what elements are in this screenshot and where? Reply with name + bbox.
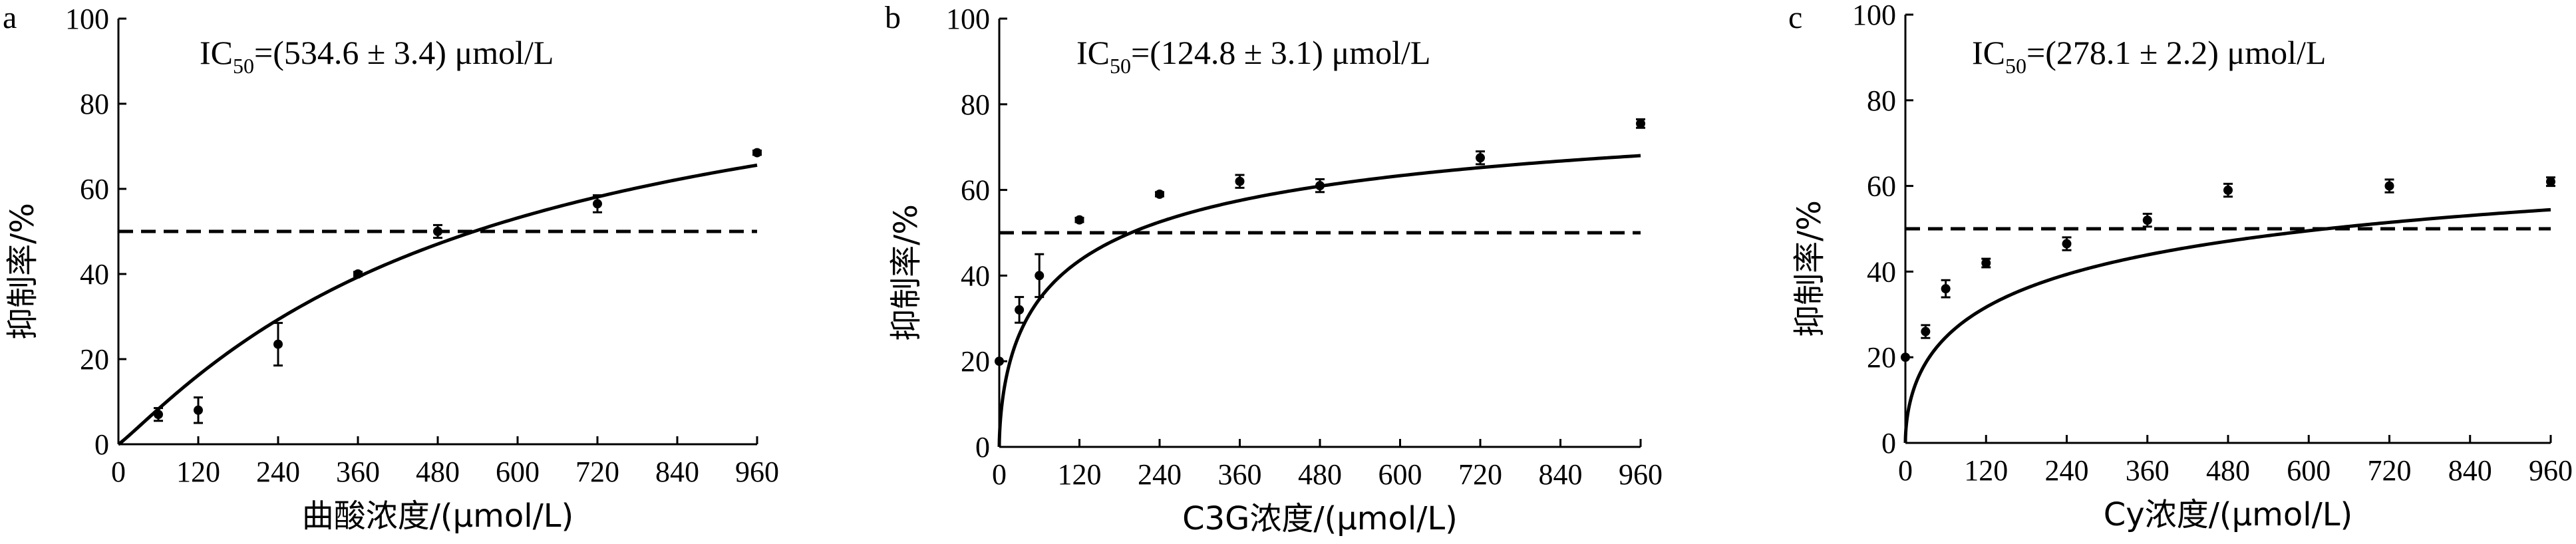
x-tick-label: 600 [2287,454,2331,487]
panel-letter: b [885,0,901,35]
y-tick-label: 20 [961,345,990,378]
y-tick-label: 20 [1867,341,1896,374]
y-tick-label: 80 [80,88,109,120]
x-tick-label: 960 [1619,458,1663,491]
data-point [1015,305,1025,315]
data-point [2546,177,2555,187]
x-tick-label: 720 [2368,454,2412,487]
y-tick-label: 40 [961,259,990,292]
x-tick-label: 600 [1378,458,1422,491]
y-tick-label: 0 [975,431,990,464]
ic50-subscript: 50 [233,54,254,78]
x-tick-label: 240 [256,456,300,488]
data-point [1315,181,1325,191]
x-tick-label: 840 [1539,458,1583,491]
data-point [2142,215,2152,225]
ic50-prefix: IC [200,34,233,71]
data-point [2223,186,2233,196]
x-axis-label: Cy浓度/(μmol/L) [2104,496,2352,533]
x-tick-label: 0 [1898,454,1913,487]
x-tick-label: 840 [655,456,699,488]
data-point [1074,215,1084,225]
y-tick-label: 20 [80,343,109,376]
data-point [353,269,363,279]
data-point [194,405,203,415]
y-tick-label: 0 [1881,427,1896,460]
ic50-subscript: 50 [1110,54,1131,78]
data-point [2384,181,2394,191]
data-point [1155,190,1164,200]
ic50-subscript: 50 [2005,54,2026,78]
data-point [2062,239,2072,249]
x-tick-label: 480 [416,456,460,488]
data-point [752,148,762,158]
y-tick-label: 40 [80,258,109,291]
data-point [154,410,163,420]
data-point [995,356,1004,366]
x-tick-label: 720 [1458,458,1502,491]
y-tick-label: 60 [1867,170,1896,203]
x-tick-label: 720 [575,456,619,488]
y-tick-label: 80 [961,88,990,121]
ic50-value: =(534.6 ± 3.4) μmol/L [254,34,554,71]
data-point [1901,352,1910,362]
y-tick-label: 100 [65,3,109,35]
data-point [1981,258,1991,268]
panel-c: c 0 20 40 60 80 100 0 120 240 360 480 600 720 840 960 IC… [1788,0,2573,533]
y-tick-label: 40 [1867,255,1896,288]
panel-letter: c [1788,0,1802,35]
ic50-annotation: IC50=(534.6 ± 3.4) μmol/L [200,34,554,78]
x-tick-label: 120 [1964,454,2008,487]
x-tick-label: 840 [2448,454,2492,487]
x-tick-label: 480 [2206,454,2250,487]
x-tick-label: 0 [111,456,126,488]
data-point [593,199,602,209]
data-point [1235,176,1245,186]
ic50-value: =(278.1 ± 2.2) μmol/L [2026,34,2326,71]
panel-letter: a [3,0,17,35]
ic50-annotation: IC50=(278.1 ± 2.2) μmol/L [1972,34,2326,78]
x-tick-label: 360 [2126,454,2170,487]
data-point [1941,284,1951,294]
panel-a: a 0 20 40 60 80 100 0 120 240 360 480 600 720 840 960 IC… [3,0,779,535]
x-tick-label: 120 [1058,458,1102,491]
ic50-annotation: IC50=(124.8 ± 3.1) μmol/L [1076,34,1430,78]
x-tick-label: 600 [496,456,540,488]
fit-curve [117,163,758,446]
ic50-prefix: IC [1972,34,2005,71]
data-point [1636,118,1645,128]
x-tick-label: 120 [176,456,220,488]
y-axis-label: 抑制率/% [887,204,925,341]
x-tick-label: 480 [1298,458,1342,491]
x-tick-label: 960 [2529,454,2573,487]
x-tick-label: 0 [992,458,1007,491]
fit-curve [1903,207,2551,444]
y-tick-label: 60 [961,174,990,207]
data-point [273,339,283,349]
x-tick-label: 360 [1218,458,1262,491]
x-tick-label: 240 [2045,454,2089,487]
data-point [1035,271,1045,281]
data-point [1921,327,1931,337]
y-axis-label: 抑制率/% [1791,200,1828,337]
ic50-value: =(124.8 ± 3.1) μmol/L [1131,34,1430,71]
y-tick-label: 100 [946,3,990,35]
fit-curve [997,154,1641,448]
y-tick-label: 100 [1852,0,1896,31]
x-axis-label: 曲酸浓度/(μmol/L) [302,497,574,535]
data-point [1476,153,1485,163]
x-tick-label: 960 [735,456,779,488]
y-tick-label: 0 [94,428,109,461]
y-tick-label: 80 [1867,84,1896,117]
y-tick-label: 60 [80,173,109,205]
y-axis-label: 抑制率/% [4,203,41,340]
x-tick-label: 240 [1138,458,1182,491]
panel-b: b 0 20 40 60 80 100 0 120 240 360 480 600 720 840 960 IC… [885,0,1663,537]
data-point [433,227,442,236]
x-axis-label: C3G浓度/(μmol/L) [1182,500,1458,537]
ic50-prefix: IC [1076,34,1110,71]
x-tick-label: 360 [336,456,380,488]
